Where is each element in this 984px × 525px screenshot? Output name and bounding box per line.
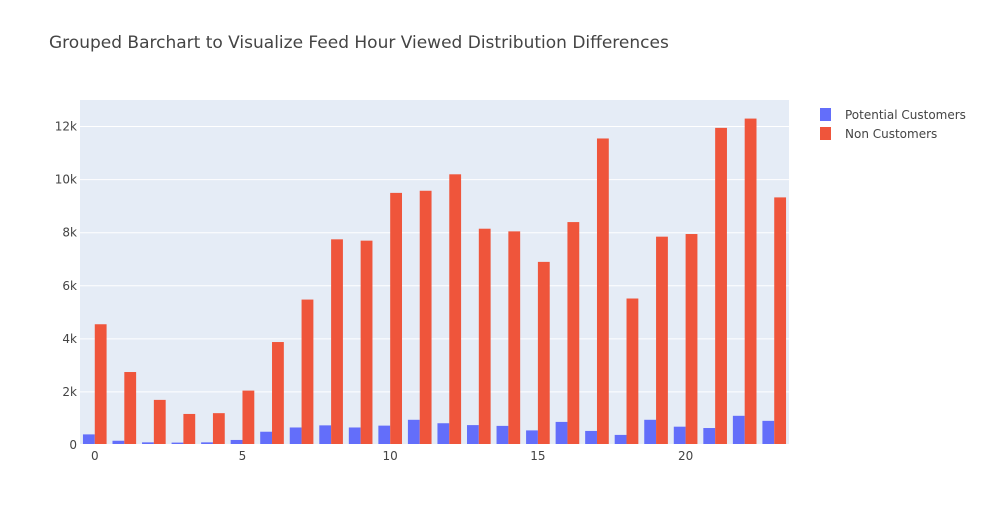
x-tick-label: 5 <box>239 449 247 463</box>
bar-non-customers <box>478 228 491 445</box>
bar-potential-customers <box>112 440 125 445</box>
bar-potential-customers <box>732 415 745 445</box>
bar-non-customers <box>94 324 107 445</box>
bar-potential-customers <box>614 434 627 445</box>
bar-non-customers <box>685 234 698 445</box>
bar-non-customers <box>508 231 521 445</box>
y-tick-label: 6k <box>62 279 77 293</box>
x-tick-label: 10 <box>383 449 398 463</box>
bar-non-customers <box>360 240 373 445</box>
bar-non-customers <box>301 299 314 445</box>
bar-non-customers <box>715 127 727 445</box>
legend-swatch <box>820 127 831 140</box>
bar-non-customers <box>124 372 137 445</box>
bar-potential-customers <box>762 420 775 445</box>
bar-potential-customers <box>644 419 657 445</box>
bar-non-customers <box>331 239 343 445</box>
legend-label: Non Customers <box>845 127 937 141</box>
bar-non-customers <box>567 222 580 445</box>
bar-non-customers <box>242 390 255 445</box>
bar-potential-customers <box>466 425 479 445</box>
y-tick-label: 0 <box>69 438 77 452</box>
legend-swatch <box>820 108 831 121</box>
y-tick-label: 12k <box>55 120 77 134</box>
bar-potential-customers <box>348 427 361 445</box>
y-tick-label: 10k <box>55 173 77 187</box>
bar-non-customers <box>390 192 403 445</box>
bar-non-customers <box>419 190 432 445</box>
bar-potential-customers <box>526 430 538 445</box>
bar-potential-customers <box>437 423 450 445</box>
bar-non-customers <box>656 236 668 445</box>
bar-potential-customers <box>142 442 154 445</box>
y-tick-label: 4k <box>62 332 77 346</box>
bar-potential-customers <box>201 442 213 445</box>
bar-potential-customers <box>585 430 597 445</box>
bar-non-customers <box>537 261 550 445</box>
bar-potential-customers <box>378 425 391 445</box>
bar-potential-customers <box>82 434 95 445</box>
bar-non-customers <box>449 174 462 446</box>
plot-area <box>80 100 789 445</box>
bar-potential-customers <box>407 419 420 445</box>
bar-potential-customers <box>289 427 302 445</box>
bar-potential-customers <box>555 421 568 445</box>
bar-potential-customers <box>673 426 686 445</box>
x-tick-label: 20 <box>678 449 693 463</box>
bar-non-customers <box>183 413 196 445</box>
y-tick-label: 8k <box>62 226 77 240</box>
x-tick-label: 15 <box>530 449 545 463</box>
bar-non-customers <box>596 138 609 445</box>
bar-non-customers <box>153 399 166 445</box>
bar-non-customers <box>774 197 787 445</box>
bar-potential-customers <box>319 425 332 445</box>
bar-non-customers <box>744 118 757 446</box>
bar-non-customers <box>212 413 225 445</box>
bar-non-customers <box>272 342 284 445</box>
bar-potential-customers <box>703 428 716 445</box>
chart-title: Grouped Barchart to Visualize Feed Hour … <box>49 33 669 53</box>
bar-non-customers <box>626 298 639 445</box>
bar-potential-customers <box>496 425 509 445</box>
bar-potential-customers <box>230 439 243 445</box>
y-tick-label: 2k <box>62 385 77 399</box>
bar-potential-customers <box>260 431 273 445</box>
bar-potential-customers <box>171 442 184 445</box>
legend-label: Potential Customers <box>845 108 966 122</box>
x-tick-label: 0 <box>91 449 99 463</box>
